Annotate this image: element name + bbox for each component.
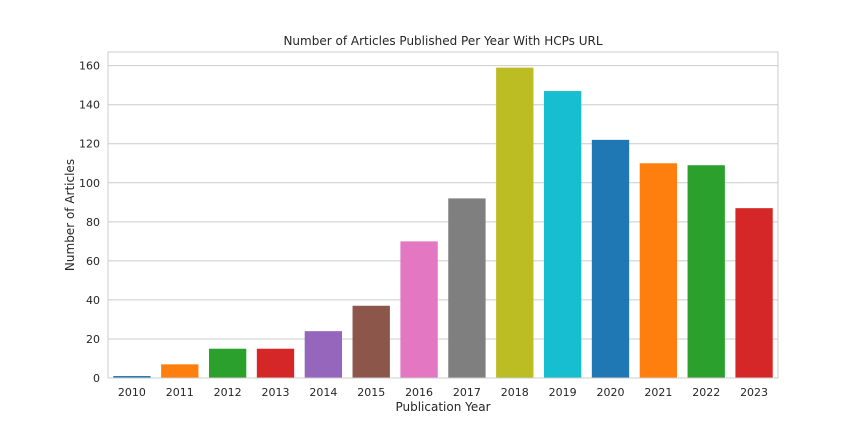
bar-2019 (543, 91, 582, 378)
bar-2010 (113, 376, 151, 378)
bar-2015 (352, 305, 390, 378)
y-tick-label: 120 (79, 138, 100, 151)
bar-2016 (400, 241, 438, 378)
x-tick-label: 2010 (118, 386, 146, 399)
x-tick-label: 2020 (597, 386, 625, 399)
y-tick-label: 20 (86, 333, 100, 346)
bar-2021 (639, 163, 678, 378)
x-tick-label: 2013 (262, 386, 290, 399)
x-tick-label: 2012 (214, 386, 242, 399)
y-tick-label: 140 (79, 99, 100, 112)
y-tick-label: 160 (79, 60, 100, 73)
y-tick-label: 40 (86, 294, 100, 307)
x-tick-label: 2021 (644, 386, 672, 399)
y-tick-labels: 0 20 40 60 80 100 120 140 160 (79, 60, 100, 385)
plot-frame (107, 51, 779, 379)
y-axis-label: Number of Articles (63, 159, 77, 271)
x-tick-label: 2014 (309, 386, 337, 399)
y-tick-label: 0 (93, 372, 100, 385)
bar-2022 (687, 165, 725, 378)
x-tick-label: 2017 (453, 386, 481, 399)
x-axis-label: Publication Year (395, 400, 490, 414)
bar-2017 (448, 198, 486, 378)
chart-title: Number of Articles Published Per Year Wi… (283, 34, 602, 48)
y-tick-label: 80 (86, 216, 100, 229)
y-tick-label: 100 (79, 177, 100, 190)
y-tick-label: 60 (86, 255, 100, 268)
bars (113, 67, 773, 379)
bar-2012 (208, 348, 247, 378)
bar-2011 (161, 364, 199, 378)
bar-2023 (735, 208, 773, 378)
x-tick-label: 2022 (692, 386, 720, 399)
x-tick-label: 2019 (549, 386, 577, 399)
bar-2018 (496, 67, 534, 379)
x-tick-label: 2023 (740, 386, 768, 399)
x-tick-label: 2011 (166, 386, 194, 399)
bar-2020 (591, 139, 630, 378)
bar-2013 (256, 348, 295, 378)
x-tick-label: 2018 (501, 386, 529, 399)
x-tick-label: 2015 (357, 386, 385, 399)
bar-2014 (304, 331, 343, 378)
x-tick-label: 2016 (405, 386, 433, 399)
x-tick-labels: 2010 2011 2012 2013 2014 2015 2016 2017 2018 2019… (118, 386, 768, 399)
